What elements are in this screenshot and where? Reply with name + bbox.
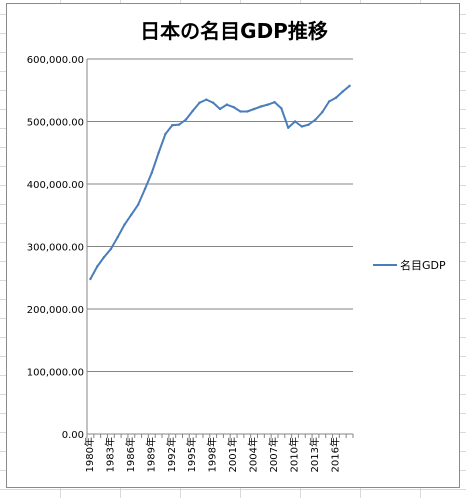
data-point — [252, 107, 256, 111]
data-point — [102, 255, 106, 259]
x-tick-label: 2016年 — [328, 437, 341, 472]
data-point — [150, 171, 153, 174]
y-tick-label: 0.00 — [62, 430, 84, 441]
legend: 名目GDP — [373, 258, 446, 272]
data-point — [205, 98, 208, 101]
x-tick-label: 2013年 — [308, 437, 321, 472]
x-tick-label: 2001年 — [226, 437, 239, 472]
series-line — [89, 85, 351, 280]
data-point — [348, 84, 351, 88]
data-point — [273, 100, 276, 104]
data-point — [266, 103, 269, 106]
data-point — [143, 187, 147, 191]
data-point — [300, 125, 304, 128]
y-tick-label: 400,000.00 — [27, 180, 84, 191]
data-point — [239, 110, 242, 113]
y-tick-label: 600,000.00 — [27, 55, 84, 66]
data-point — [89, 277, 92, 281]
y-tick-label: 100,000.00 — [27, 368, 84, 379]
data-point — [341, 90, 344, 93]
data-point — [171, 124, 174, 127]
legend-label: 名目GDP — [400, 258, 446, 272]
data-point — [177, 123, 181, 126]
gridlines — [87, 58, 353, 372]
data-point — [184, 118, 188, 121]
data-point — [293, 120, 297, 123]
data-point — [136, 203, 140, 206]
data-point — [130, 213, 133, 216]
x-tick-label: 1983年 — [103, 437, 116, 472]
x-tick-label: 1992年 — [165, 437, 178, 472]
data-point — [321, 110, 324, 114]
data-point — [327, 100, 331, 103]
data-point — [211, 101, 215, 104]
data-point — [164, 132, 167, 136]
x-tick-label: 2007年 — [267, 437, 280, 472]
data-point — [109, 247, 113, 251]
data-point — [314, 118, 317, 121]
x-tick-label: 1995年 — [185, 437, 198, 472]
data-point — [246, 110, 249, 113]
data-point — [157, 151, 160, 154]
data-point — [198, 101, 201, 104]
data-point — [218, 107, 222, 111]
data-point — [191, 109, 194, 113]
x-tick-label: 2010年 — [288, 437, 301, 472]
x-tick-label: 1998年 — [206, 437, 219, 472]
x-axis: 1980年 1983年 1986年 1989年 1992年 1995年 1998年 2001年… — [83, 433, 354, 472]
data-point — [123, 223, 126, 226]
x-tick-label: 1986年 — [124, 437, 137, 472]
y-axis: 0.00 100,000.00 200,000.00 300,000.00 400,00… — [27, 55, 88, 441]
chart-canvas: 日本の名目GDP推移 0.00 100,000.00 200,000.00 300,0… — [27, 19, 446, 472]
x-tick-label: 1989年 — [144, 437, 157, 472]
y-tick-label: 200,000.00 — [27, 305, 84, 316]
chart-title: 日本の名目GDP推移 — [140, 19, 328, 43]
data-point — [116, 235, 119, 239]
data-point — [232, 105, 235, 109]
x-tick-label: 1980年 — [83, 437, 96, 472]
y-tick-label: 300,000.00 — [27, 243, 84, 254]
data-point — [287, 126, 290, 129]
data-point — [259, 105, 263, 108]
plot-area — [89, 84, 351, 281]
x-tick-label: 2004年 — [247, 437, 260, 472]
data-point — [96, 265, 99, 268]
data-point — [334, 96, 338, 99]
data-point — [280, 107, 283, 110]
chart-area[interactable]: 日本の名目GDP推移 0.00 100,000.00 200,000.00 300,0… — [6, 3, 460, 488]
y-tick-label: 500,000.00 — [27, 118, 84, 129]
data-point — [307, 123, 310, 126]
data-point — [225, 103, 229, 106]
